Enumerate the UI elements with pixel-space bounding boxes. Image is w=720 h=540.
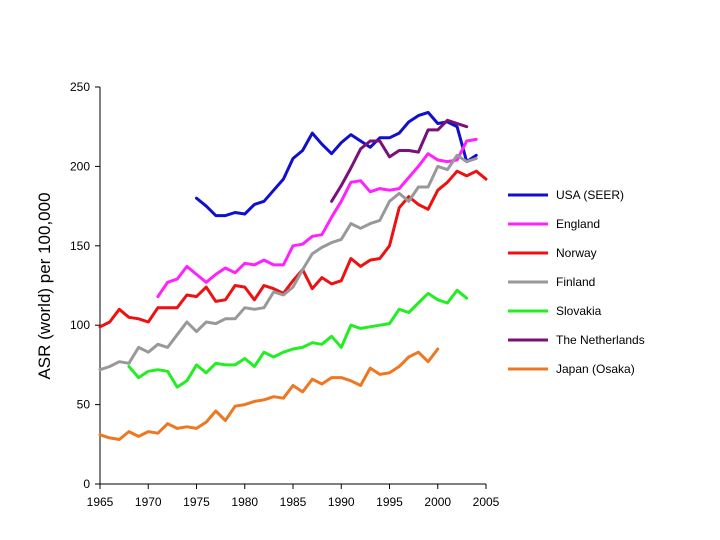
y-tick-label: 250 xyxy=(70,80,90,94)
y-tick-label: 200 xyxy=(70,159,90,173)
y-tick-label: 50 xyxy=(77,398,91,412)
series-line-japan-osaka xyxy=(98,347,440,441)
y-tick-label: 0 xyxy=(83,477,90,491)
y-tick-label: 150 xyxy=(70,239,90,253)
x-tick-label: 2005 xyxy=(473,495,500,509)
y-ticks: 0 50 100 150 200 250 xyxy=(70,80,100,491)
legend-label-the-netherlands: The Netherlands xyxy=(556,333,645,347)
series-lines xyxy=(98,110,488,441)
legend-label-slovakia: Slovakia xyxy=(556,304,602,318)
y-axis-title: ASR (world) per 100,000 xyxy=(35,192,54,379)
series-line-the-netherlands xyxy=(330,118,469,203)
legend-label-finland: Finland xyxy=(556,275,595,289)
x-tick-label: 2000 xyxy=(424,495,451,509)
legend-label-usa-seer: USA (SEER) xyxy=(556,188,624,202)
series-line-finland xyxy=(98,153,478,372)
series-line-slovakia xyxy=(127,288,469,389)
series-line-england xyxy=(156,137,478,299)
x-tick-label: 1995 xyxy=(376,495,403,509)
y-tick-label: 100 xyxy=(70,318,90,332)
x-tick-label: 1985 xyxy=(280,495,307,509)
x-tick-label: 1990 xyxy=(328,495,355,509)
series-line-usa-seer xyxy=(195,110,478,218)
x-tick-label: 1965 xyxy=(87,495,114,509)
series-line-norway xyxy=(98,169,488,329)
legend: USA (SEER) England Norway Finland Slovakia Th… xyxy=(508,188,645,376)
x-tick-label: 1975 xyxy=(183,495,210,509)
legend-label-japan-osaka: Japan (Osaka) xyxy=(556,362,635,376)
legend-label-norway: Norway xyxy=(556,246,597,260)
legend-label-england: England xyxy=(556,217,600,231)
x-tick-label: 1980 xyxy=(231,495,258,509)
x-ticks: 1965 1970 1975 1980 1985 1990 1995 2000 2005 xyxy=(87,484,500,509)
x-tick-label: 1970 xyxy=(135,495,162,509)
